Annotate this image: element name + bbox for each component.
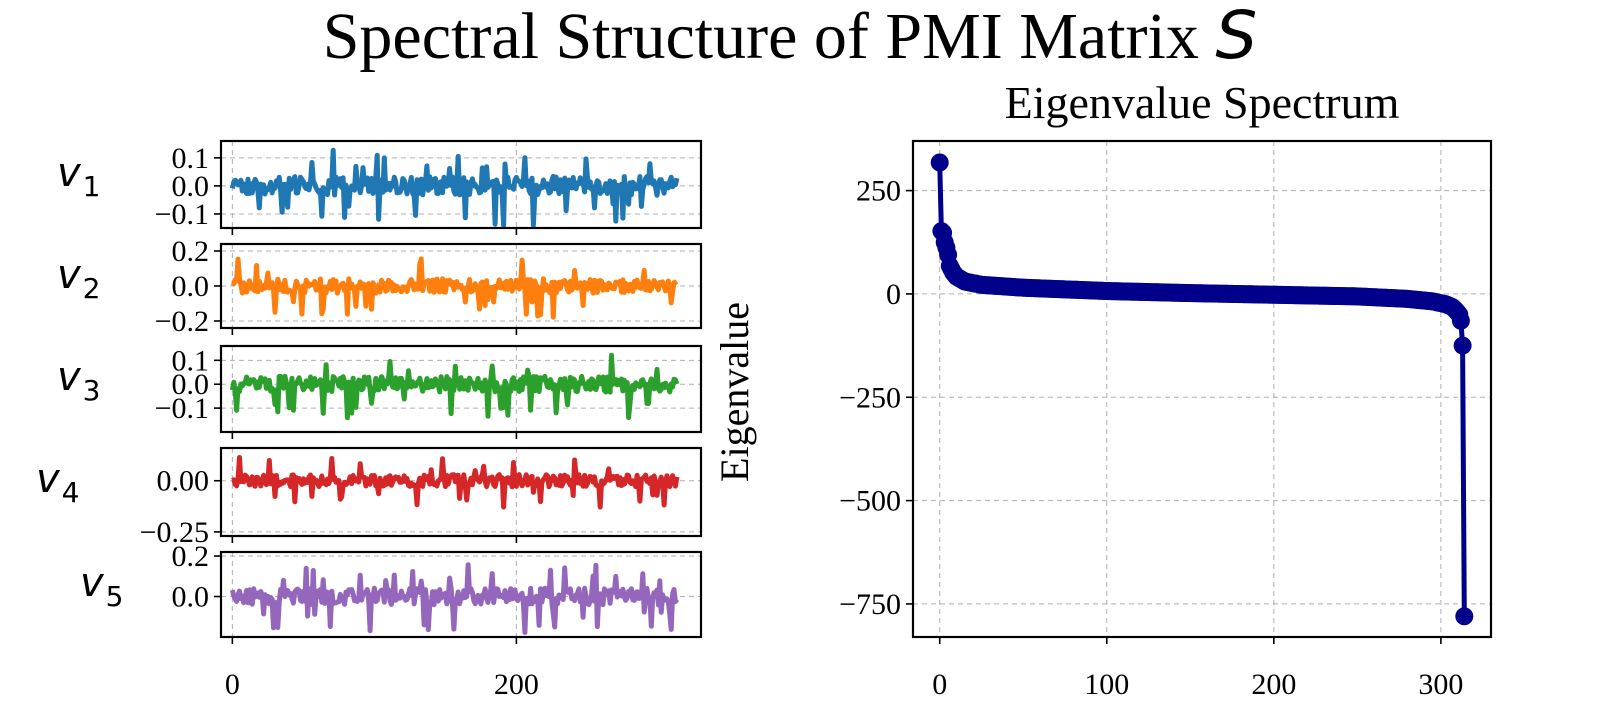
eigenvalue-spectrum-plot: Eigenvalue Spectrum Eigenvalue 250 0 −250 −… bbox=[712, 77, 1493, 701]
x-tick-label: 0 bbox=[225, 668, 240, 701]
y-tick-label: 0.2 bbox=[172, 540, 210, 573]
figure-title-symbol: S bbox=[1215, 0, 1257, 74]
eigenvalue-point bbox=[1453, 336, 1472, 355]
eigenvector-subplot-v1: 0.10.0−0.1 v1 bbox=[57, 139, 703, 235]
y-tick-label: −0.1 bbox=[155, 198, 209, 231]
y-tick-label: −0.25 bbox=[140, 516, 209, 549]
y-tick-label: 0.2 bbox=[172, 235, 210, 268]
y-tick-label: 0.1 bbox=[172, 142, 210, 175]
series-label-v4: v4 bbox=[36, 456, 80, 509]
eigenvalue-point bbox=[1455, 607, 1474, 626]
y-tick-label: 0.1 bbox=[172, 344, 210, 377]
x-tick-label: 200 bbox=[494, 668, 539, 701]
series-line-v5 bbox=[229, 562, 679, 635]
eigenvalue-point bbox=[1451, 311, 1470, 330]
spectrum-title: Eigenvalue Spectrum bbox=[1005, 77, 1400, 128]
y-tick-label: −750 bbox=[839, 588, 901, 621]
y-tick-label: 0.0 bbox=[172, 270, 210, 303]
eigenvector-subplot-v2: 0.20.0−0.2 v2 bbox=[57, 235, 703, 338]
series-line-v2 bbox=[230, 256, 679, 320]
y-tick-label: 0 bbox=[886, 278, 901, 311]
eigenvalue-line bbox=[937, 162, 1467, 617]
y-tick-label: −0.2 bbox=[155, 305, 209, 338]
series-line-v4 bbox=[231, 455, 680, 510]
y-tick-label: 0.00 bbox=[157, 465, 210, 498]
series-label-v1: v1 bbox=[57, 150, 101, 203]
series-line-v3 bbox=[229, 352, 680, 421]
y-tick-label: −500 bbox=[839, 485, 901, 518]
figure-title: Spectral Structure of PMI Matrix S bbox=[323, 0, 1258, 74]
series-label-v5: v5 bbox=[80, 560, 124, 613]
spectrum-frame bbox=[911, 139, 1493, 639]
eigenvector-subplot-v4: 0.00 −0.25 v4 bbox=[36, 446, 703, 549]
y-tick-label: −250 bbox=[839, 381, 901, 414]
eigenvalue-point bbox=[930, 153, 949, 172]
y-tick-label: 0.0 bbox=[172, 170, 210, 203]
series-line-v1 bbox=[229, 147, 680, 228]
subplot-frame bbox=[219, 550, 703, 639]
y-tick-label: −0.1 bbox=[155, 392, 209, 425]
series-label-v2: v2 bbox=[57, 252, 101, 305]
series-label-v3: v3 bbox=[57, 354, 101, 407]
eigenvector-subplot-v5: 0.2 0.0 v5 bbox=[80, 540, 703, 644]
x-tick-label: 200 bbox=[1251, 668, 1296, 701]
eigenvalue-markers bbox=[930, 153, 1474, 626]
y-tick-label: 0.0 bbox=[172, 368, 210, 401]
eigenvector-subplots: 0.10.0−0.1v10.20.0−0.2v20.10.0−0.1v30.00… bbox=[36, 139, 703, 701]
x-tick-label: 100 bbox=[1084, 668, 1129, 701]
subplot-frame bbox=[219, 446, 703, 538]
y-tick-label: 250 bbox=[856, 175, 901, 208]
subplot-frame bbox=[219, 344, 703, 434]
eigenvector-subplot-v3: 0.10.0−0.1 v3 bbox=[57, 344, 703, 439]
figure-title-main: Spectral Structure of PMI Matrix bbox=[323, 0, 1216, 73]
x-tick-label: 300 bbox=[1418, 668, 1463, 701]
y-tick-label: 0.0 bbox=[172, 581, 210, 614]
x-tick-label: 0 bbox=[932, 668, 947, 701]
y-axis-label: Eigenvalue bbox=[712, 302, 757, 482]
subplot-frame bbox=[219, 139, 703, 230]
